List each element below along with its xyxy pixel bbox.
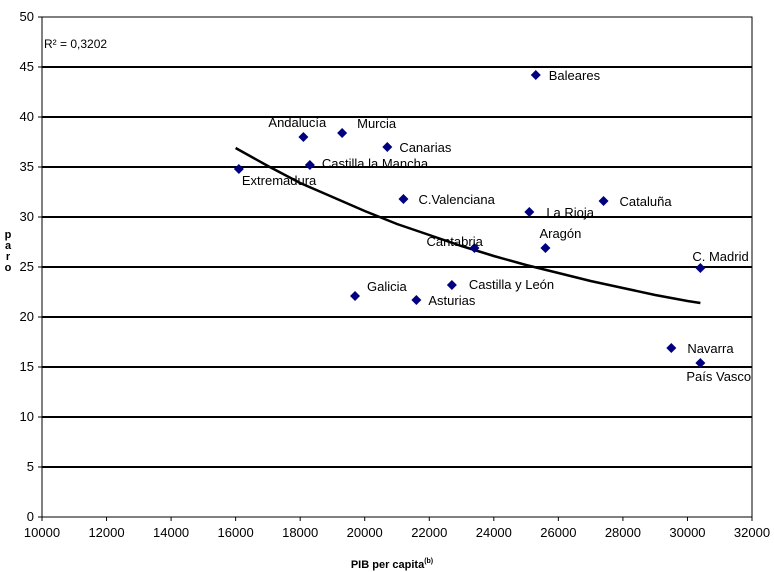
y-axis-ticks: 0 5 10 15 20 25 30 35 40 45 50 — [20, 9, 42, 524]
data-point-label: Murcia — [357, 116, 397, 131]
x-tick-label: 20000 — [347, 525, 383, 540]
x-tick-label: 28000 — [605, 525, 641, 540]
x-tick-label: 12000 — [88, 525, 124, 540]
data-point-label: Extremadura — [242, 173, 317, 188]
data-point-label: Galicia — [367, 279, 408, 294]
data-point-label: Navarra — [687, 341, 734, 356]
r-squared-annotation: R² = 0,3202 — [44, 37, 107, 51]
y-tick-label: 45 — [20, 59, 34, 74]
data-point-label: Cantabria — [426, 234, 483, 249]
data-point-label: Castilla la Mancha — [322, 156, 429, 171]
x-axis-title-text: PIB per capita — [351, 559, 425, 571]
data-point-marker — [598, 196, 609, 206]
data-point-label: La Rioja — [546, 205, 594, 220]
data-point-marker — [695, 263, 706, 273]
data-point-marker — [298, 132, 309, 142]
y-tick-label: 35 — [20, 159, 34, 174]
y-tick-label: 10 — [20, 409, 34, 424]
y-tick-label: 25 — [20, 259, 34, 274]
trendline-group — [234, 146, 701, 305]
data-point-marker — [446, 280, 457, 290]
y-tick-label: 50 — [20, 9, 34, 24]
x-tick-label: 22000 — [411, 525, 447, 540]
x-tick-label: 14000 — [153, 525, 189, 540]
trendline — [234, 146, 701, 305]
y-axis-title-char: p — [5, 229, 12, 241]
x-tick-label: 26000 — [540, 525, 576, 540]
data-point-marker — [337, 128, 348, 138]
data-point-marker — [233, 164, 244, 174]
data-point-marker — [540, 243, 551, 253]
y-tick-label: 15 — [20, 359, 34, 374]
y-tick-label: 40 — [20, 109, 34, 124]
y-axis-title-char: r — [6, 251, 11, 263]
data-point-label: C. Madrid — [692, 249, 748, 264]
data-point-label: Baleares — [549, 68, 601, 83]
data-point-marker — [304, 160, 315, 170]
data-point-marker — [695, 358, 706, 368]
data-point-label: Castilla y León — [469, 277, 554, 292]
data-point-marker — [469, 243, 480, 253]
data-points — [233, 70, 706, 368]
x-tick-label: 18000 — [282, 525, 318, 540]
data-point-marker — [350, 291, 361, 301]
data-point-label: Cataluña — [620, 194, 673, 209]
data-point-label: Andalucía — [268, 115, 327, 130]
y-tick-label: 0 — [27, 509, 34, 524]
x-axis-title-superscript: (b) — [424, 558, 433, 565]
x-tick-label: 30000 — [669, 525, 705, 540]
x-axis-title: PIB per capita(b) — [351, 558, 433, 571]
x-tick-label: 32000 — [734, 525, 770, 540]
data-point-marker — [524, 207, 535, 217]
grid-lines — [42, 66, 752, 468]
data-point-label: País Vasco — [686, 369, 751, 384]
x-tick-label: 16000 — [218, 525, 254, 540]
y-tick-label: 5 — [27, 459, 34, 474]
x-tick-label: 24000 — [476, 525, 512, 540]
data-point-marker — [382, 142, 393, 152]
data-point-marker — [398, 194, 409, 204]
data-point-marker — [411, 295, 422, 305]
x-tick-label: 10000 — [24, 525, 60, 540]
data-point-marker — [666, 343, 677, 353]
x-axis-ticks: 10000 12000 14000 16000 18000 20000 22000 24000… — [24, 517, 770, 540]
data-point-marker — [530, 70, 541, 80]
data-point-label: Aragón — [539, 226, 581, 241]
data-point-label: Canarias — [399, 140, 452, 155]
y-tick-label: 20 — [20, 309, 34, 324]
y-axis-title-char: o — [5, 262, 12, 274]
y-tick-label: 30 — [20, 209, 34, 224]
data-point-label: C.Valenciana — [418, 192, 495, 207]
data-point-label: Asturias — [428, 293, 475, 308]
y-axis-title-char: a — [5, 240, 12, 252]
